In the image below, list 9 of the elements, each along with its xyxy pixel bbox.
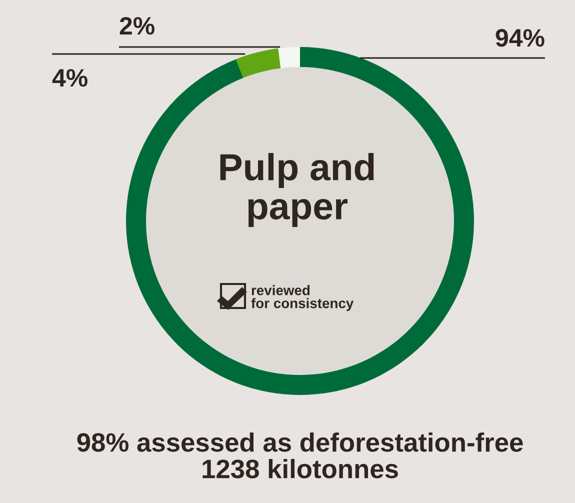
- text: Pulp and paper: [220, 153, 374, 227]
- data-label: 94%: [496, 29, 544, 47]
- text: reviewed for consistency: [251, 285, 354, 311]
- data-label: 2%: [120, 17, 154, 35]
- donut-slice: [126, 47, 474, 395]
- donut-slice: [278, 47, 300, 68]
- data-label: 4%: [52, 69, 88, 87]
- text: 98% assessed as deforestation-free 1238 kilotonnes: [77, 432, 523, 478]
- donut-slice: [236, 48, 281, 78]
